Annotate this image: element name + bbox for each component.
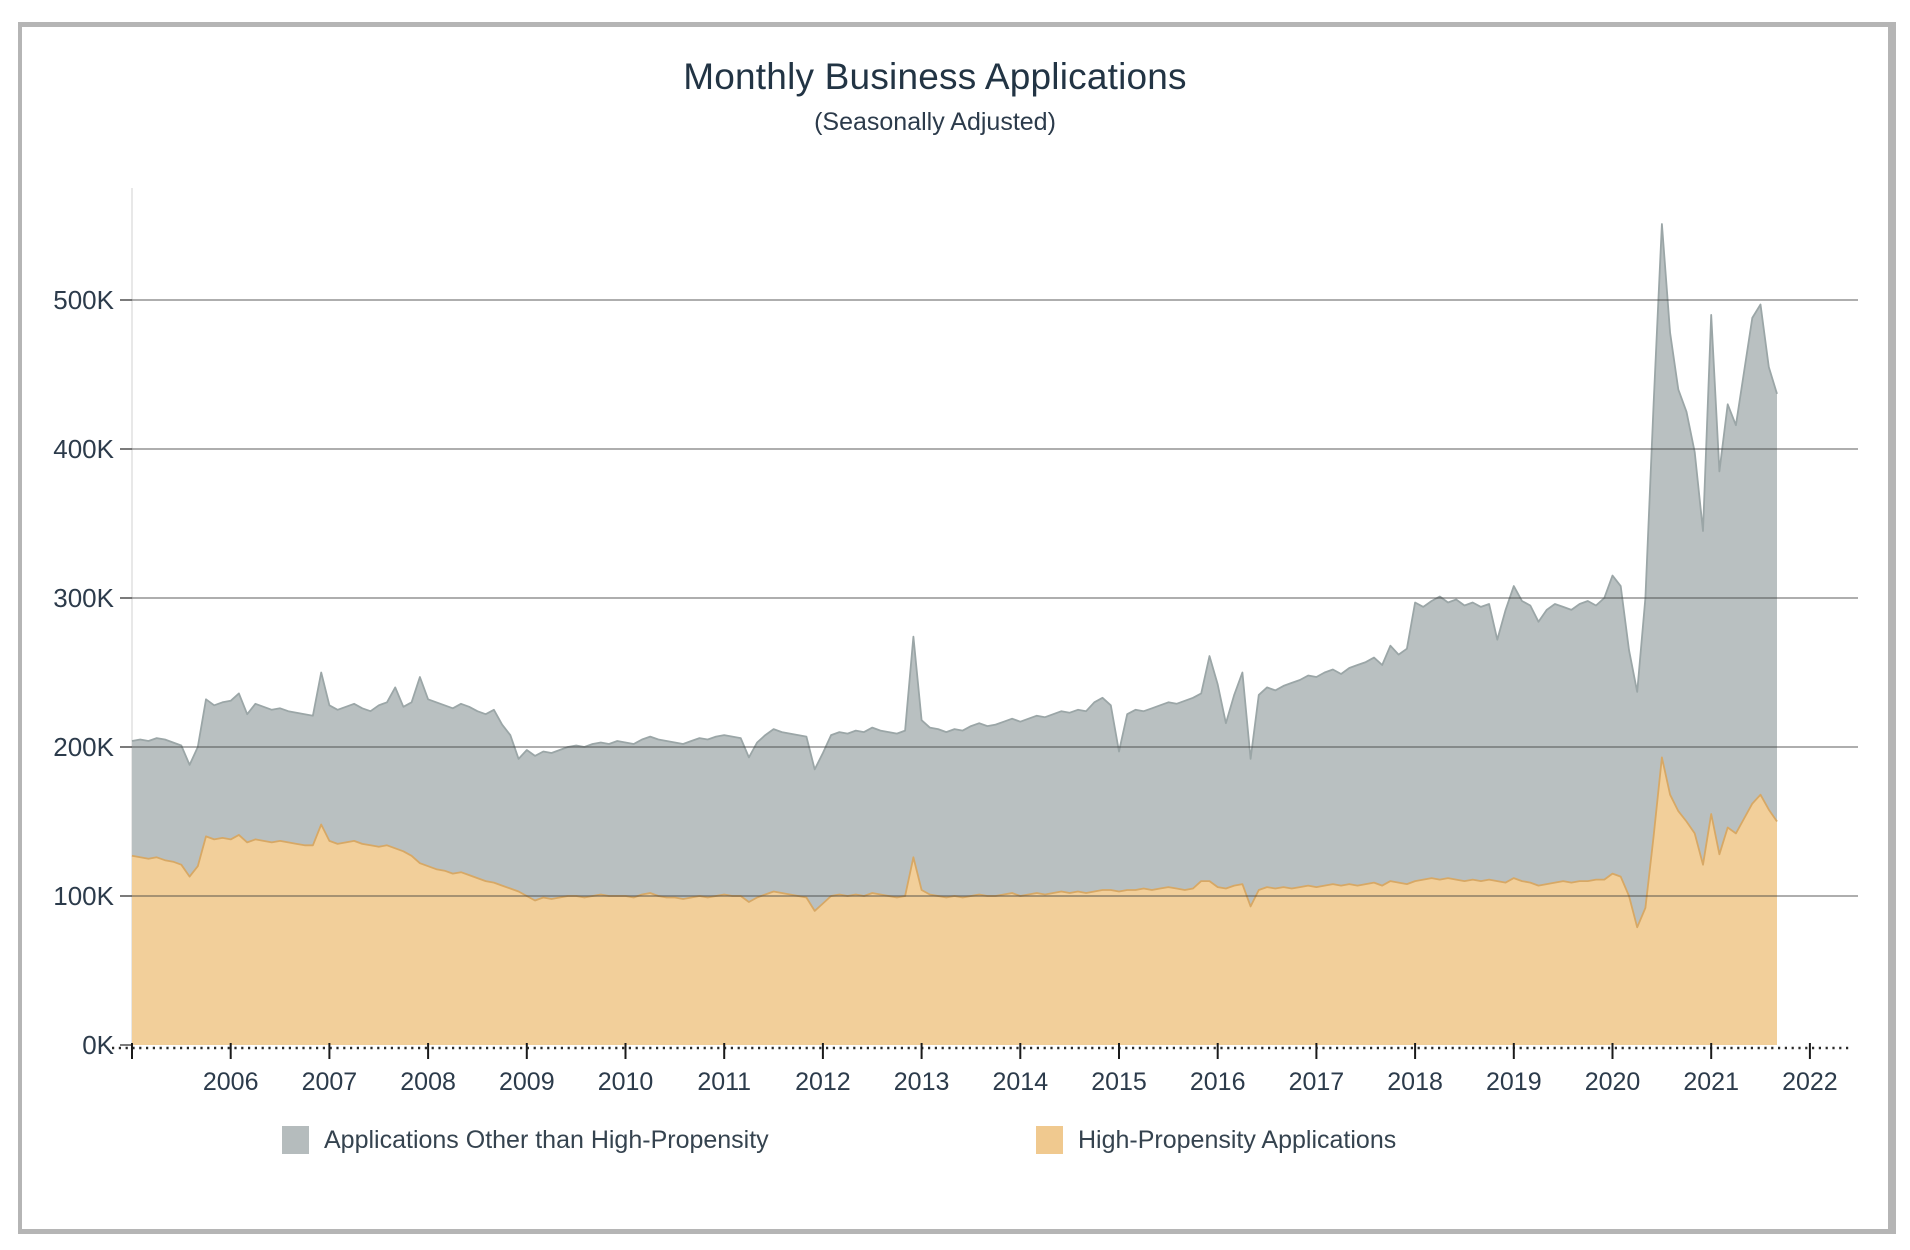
svg-text:2010: 2010 [598,1068,654,1096]
svg-text:2014: 2014 [992,1068,1048,1096]
legend-label-high-propensity: High-Propensity Applications [1078,1125,1397,1154]
svg-text:2018: 2018 [1387,1068,1443,1096]
svg-text:2015: 2015 [1091,1068,1147,1096]
svg-text:2012: 2012 [795,1068,851,1096]
svg-text:2006: 2006 [203,1068,259,1096]
legend-swatch-other [282,1126,309,1154]
svg-text:2019: 2019 [1486,1068,1542,1096]
chart-subtitle: (Seasonally Adjusted) [814,108,1056,136]
legend-item-other: Applications Other than High-Propensity [282,1124,769,1156]
chart-legend: Applications Other than High-Propensity … [0,1124,1910,1168]
svg-text:2021: 2021 [1683,1068,1739,1096]
legend-item-high-propensity: High-Propensity Applications [1036,1124,1396,1156]
legend-label-other: Applications Other than High-Propensity [324,1125,769,1154]
svg-text:2013: 2013 [894,1068,950,1096]
svg-text:2009: 2009 [499,1068,555,1096]
svg-text:500K: 500K [53,285,114,315]
svg-text:100K: 100K [53,881,114,911]
legend-swatch-high-propensity [1036,1126,1063,1154]
svg-text:400K: 400K [53,434,114,464]
svg-text:0K: 0K [82,1030,114,1060]
chart-title: Monthly Business Applications [683,56,1187,97]
svg-text:2007: 2007 [302,1068,358,1096]
svg-text:2016: 2016 [1190,1068,1246,1096]
svg-text:2022: 2022 [1782,1068,1838,1096]
svg-text:2017: 2017 [1289,1068,1345,1096]
svg-text:200K: 200K [53,732,114,762]
svg-text:300K: 300K [53,583,114,613]
svg-text:2020: 2020 [1585,1068,1641,1096]
svg-text:2008: 2008 [400,1068,456,1096]
svg-text:2011: 2011 [697,1068,751,1096]
